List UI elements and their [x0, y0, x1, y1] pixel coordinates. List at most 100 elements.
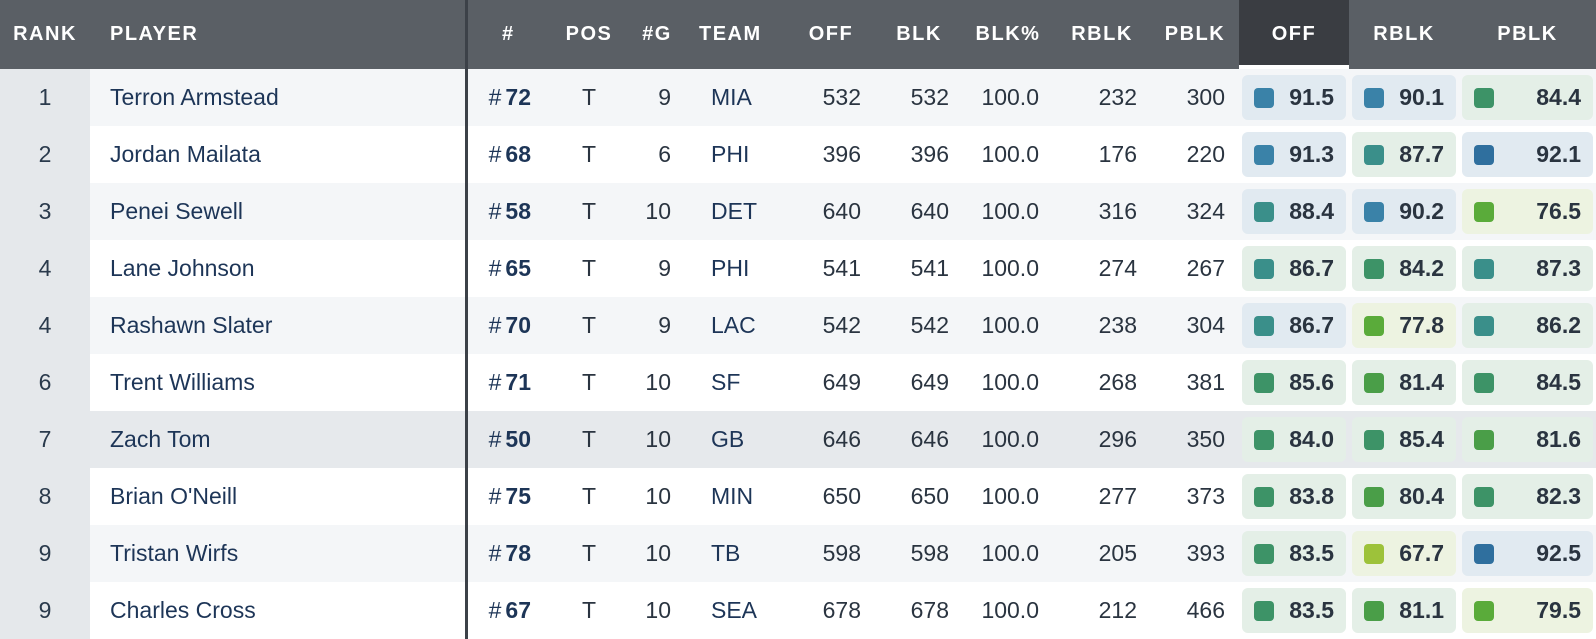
- col-header-grade-pblk[interactable]: PBLK: [1459, 0, 1596, 69]
- off-snaps-cell: 650: [787, 468, 875, 525]
- grade-value: 86.2: [1536, 312, 1581, 338]
- table-row[interactable]: 7 Zach Tom #50 T 10 GB 646 646 100.0 296…: [0, 411, 1596, 468]
- table-row[interactable]: 9 Charles Cross #67 T 10 SEA 678 678 100…: [0, 582, 1596, 639]
- col-header-pos[interactable]: POS: [549, 0, 629, 69]
- player-name-link[interactable]: Penei Sewell: [90, 183, 468, 240]
- grade-value: 82.3: [1536, 483, 1581, 509]
- number-prefix: #: [488, 312, 502, 338]
- grade-color-swatch-icon: [1364, 543, 1384, 564]
- grade-pill: 90.1: [1352, 75, 1456, 120]
- col-header-blk[interactable]: BLK: [875, 0, 963, 69]
- grade-value: 86.7: [1289, 312, 1334, 338]
- jersey-number-cell: #58: [466, 183, 549, 240]
- grade-pill: 82.3: [1462, 474, 1593, 519]
- col-header-pblk[interactable]: PBLK: [1151, 0, 1239, 69]
- team-link[interactable]: PHI: [685, 240, 787, 297]
- rank-cell: 4: [0, 240, 90, 297]
- position-cell: T: [549, 69, 629, 126]
- grade-value: 83.8: [1289, 483, 1334, 509]
- col-header-blk-pct[interactable]: BLK%: [963, 0, 1053, 69]
- player-name-link[interactable]: Terron Armstead: [90, 69, 468, 126]
- jersey-number-cell: #65: [466, 240, 549, 297]
- team-link[interactable]: LAC: [685, 297, 787, 354]
- grade-color-swatch-icon: [1254, 543, 1274, 564]
- player-name-link[interactable]: Tristan Wirfs: [90, 525, 468, 582]
- player-name-link[interactable]: Trent Williams: [90, 354, 468, 411]
- col-header-off[interactable]: OFF: [787, 0, 875, 69]
- col-header-player[interactable]: PLAYER: [90, 0, 468, 69]
- team-link[interactable]: TB: [685, 525, 787, 582]
- col-header-team[interactable]: TEAM: [685, 0, 787, 69]
- grade-off-cell: 83.8: [1239, 468, 1349, 525]
- col-header-grade-rblk[interactable]: RBLK: [1349, 0, 1459, 69]
- grade-value: 76.5: [1536, 198, 1581, 224]
- grade-off-cell: 91.3: [1239, 126, 1349, 183]
- position-cell: T: [549, 525, 629, 582]
- jersey-number-cell: #50: [466, 411, 549, 468]
- jersey-number: 50: [505, 426, 531, 452]
- number-prefix: #: [488, 483, 502, 509]
- grade-value: 84.4: [1536, 84, 1581, 110]
- player-name-link[interactable]: Zach Tom: [90, 411, 468, 468]
- off-snaps-cell: 542: [787, 297, 875, 354]
- team-link[interactable]: SF: [685, 354, 787, 411]
- jersey-number-cell: #68: [466, 126, 549, 183]
- games-cell: 10: [629, 411, 685, 468]
- player-name-link[interactable]: Charles Cross: [90, 582, 468, 639]
- jersey-number: 58: [505, 198, 531, 224]
- table-row[interactable]: 3 Penei Sewell #58 T 10 DET 640 640 100.…: [0, 183, 1596, 240]
- team-link[interactable]: GB: [685, 411, 787, 468]
- team-link[interactable]: MIA: [685, 69, 787, 126]
- rank-cell: 1: [0, 69, 90, 126]
- grade-color-swatch-icon: [1254, 315, 1274, 336]
- player-name-link[interactable]: Lane Johnson: [90, 240, 468, 297]
- table-row[interactable]: 4 Rashawn Slater #70 T 9 LAC 542 542 100…: [0, 297, 1596, 354]
- grade-value: 84.5: [1536, 369, 1581, 395]
- position-cell: T: [549, 582, 629, 639]
- rank-cell: 7: [0, 411, 90, 468]
- grade-value: 86.7: [1289, 255, 1334, 281]
- pblk-snaps-cell: 466: [1151, 582, 1239, 639]
- grade-color-swatch-icon: [1254, 600, 1274, 621]
- grade-color-swatch-icon: [1474, 144, 1494, 165]
- col-header-rank[interactable]: RANK: [0, 0, 90, 69]
- grade-value: 90.1: [1399, 84, 1444, 110]
- grade-pill: 84.2: [1352, 246, 1456, 291]
- player-name-link[interactable]: Jordan Mailata: [90, 126, 468, 183]
- blk-pct-cell: 100.0: [963, 354, 1053, 411]
- rank-cell: 9: [0, 582, 90, 639]
- rank-cell: 2: [0, 126, 90, 183]
- col-header-games[interactable]: #G: [629, 0, 685, 69]
- team-link[interactable]: PHI: [685, 126, 787, 183]
- off-snaps-cell: 541: [787, 240, 875, 297]
- col-header-rblk[interactable]: RBLK: [1053, 0, 1151, 69]
- games-cell: 10: [629, 525, 685, 582]
- number-prefix: #: [488, 540, 502, 566]
- grade-color-swatch-icon: [1474, 258, 1494, 279]
- table-row[interactable]: 6 Trent Williams #71 T 10 SF 649 649 100…: [0, 354, 1596, 411]
- pblk-snaps-cell: 267: [1151, 240, 1239, 297]
- table-row[interactable]: 1 Terron Armstead #72 T 9 MIA 532 532 10…: [0, 69, 1596, 126]
- position-cell: T: [549, 411, 629, 468]
- team-link[interactable]: MIN: [685, 468, 787, 525]
- jersey-number: 71: [505, 369, 531, 395]
- grade-pblk-cell: 92.1: [1459, 126, 1596, 183]
- table-row[interactable]: 9 Tristan Wirfs #78 T 10 TB 598 598 100.…: [0, 525, 1596, 582]
- grade-rblk-cell: 77.8: [1349, 297, 1459, 354]
- table-row[interactable]: 8 Brian O'Neill #75 T 10 MIN 650 650 100…: [0, 468, 1596, 525]
- player-name-link[interactable]: Brian O'Neill: [90, 468, 468, 525]
- table-row[interactable]: 2 Jordan Mailata #68 T 6 PHI 396 396 100…: [0, 126, 1596, 183]
- player-name-link[interactable]: Rashawn Slater: [90, 297, 468, 354]
- team-link[interactable]: DET: [685, 183, 787, 240]
- grade-pill: 87.7: [1352, 132, 1456, 177]
- grade-pblk-cell: 79.5: [1459, 582, 1596, 639]
- col-header-grade-off[interactable]: OFF: [1239, 0, 1349, 69]
- team-link[interactable]: SEA: [685, 582, 787, 639]
- table-row[interactable]: 4 Lane Johnson #65 T 9 PHI 541 541 100.0…: [0, 240, 1596, 297]
- jersey-number: 72: [505, 84, 531, 110]
- col-header-number[interactable]: #: [466, 0, 549, 69]
- jersey-number: 70: [505, 312, 531, 338]
- grade-color-swatch-icon: [1364, 258, 1384, 279]
- jersey-number-cell: #67: [466, 582, 549, 639]
- grade-color-swatch-icon: [1254, 201, 1274, 222]
